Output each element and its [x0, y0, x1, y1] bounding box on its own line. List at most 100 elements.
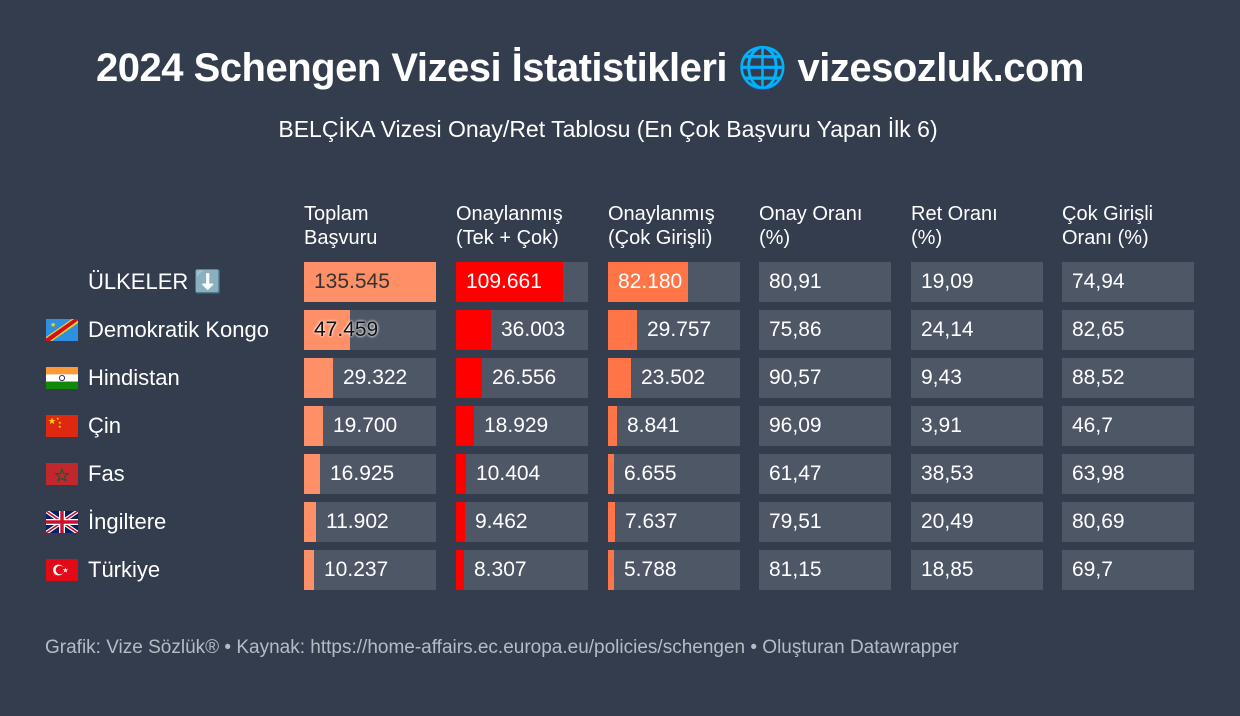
country-name: Türkiye: [88, 557, 161, 582]
table-cell: 75,86: [759, 310, 891, 350]
column-header-line: Toplam: [304, 203, 369, 225]
svg-text:★: ★: [58, 420, 62, 425]
table-cell: 9,43: [911, 358, 1043, 398]
svg-text:★: ★: [50, 321, 56, 329]
cell-value: 75,86: [769, 318, 822, 341]
cell-value: 23.502: [641, 366, 706, 389]
country-name: Çin: [88, 413, 122, 438]
cell-value: 8.307: [474, 558, 527, 581]
table-cell: 90,57: [759, 358, 891, 398]
value-bar: [608, 358, 631, 398]
value-bar: [456, 262, 563, 302]
value-bar: [304, 502, 316, 542]
cell-value: 135.545: [314, 270, 390, 293]
column-header: Onaylanmış (Çok Girişli): [608, 202, 715, 250]
footer-credits: Grafik: Vize Sözlük® • Kaynak: https://h…: [45, 637, 959, 658]
table-cell: 82.180: [608, 262, 740, 302]
cell-value: 3,91: [921, 414, 962, 437]
value-bar: [304, 310, 350, 350]
country-name: Fas: [88, 461, 125, 486]
cell-value: 18,85: [921, 558, 974, 581]
column-header: Çok Girişli Oranı (%): [1062, 202, 1153, 250]
cell-value: 20,49: [921, 510, 974, 533]
country-name: Hindistan: [88, 365, 180, 390]
chart-title: 2024 Schengen Vizesi İstatistikleri 🌐 vi…: [96, 46, 1084, 90]
column-header-line: (Tek + Çok): [456, 227, 559, 249]
svg-text:★: ★: [56, 416, 60, 421]
cell-value: 8.841: [627, 414, 680, 437]
value-bar: [456, 502, 465, 542]
dr-congo-flag-icon: ★: [46, 319, 78, 341]
value-bar: [456, 310, 491, 350]
table-cell: 19.700: [304, 406, 436, 446]
table-cell: 29.322: [304, 358, 436, 398]
table-cell: 81,15: [759, 550, 891, 590]
table-cell: 10.404: [456, 454, 588, 494]
table-cell: 80,91: [759, 262, 891, 302]
cell-value: 11.902: [326, 510, 389, 533]
value-bar: [608, 454, 614, 494]
cell-value: 47.459: [314, 318, 379, 341]
table-cell: 61,47: [759, 454, 891, 494]
row-label: Hindistan: [46, 358, 180, 398]
cell-value: 10.237: [324, 558, 389, 581]
cell-value: 26.556: [492, 366, 557, 389]
turkey-flag-icon: ★: [46, 559, 78, 581]
cell-value: 9.462: [475, 510, 528, 533]
column-header: Onay Oranı (%): [759, 202, 862, 250]
cell-value: 6.655: [624, 462, 677, 485]
table-cell: 109.661: [456, 262, 588, 302]
cell-value: 82,65: [1072, 318, 1125, 341]
cell-value: 36.003: [501, 318, 566, 341]
svg-text:★: ★: [58, 424, 62, 429]
svg-text:★: ★: [48, 416, 56, 426]
table-cell: 29.757: [608, 310, 740, 350]
cell-value: 80,91: [769, 270, 822, 293]
cell-value: 81,15: [769, 558, 822, 581]
column-header-line: Çok Girişli: [1062, 203, 1154, 225]
cell-value: 9,43: [921, 366, 962, 389]
table-cell: 11.902: [304, 502, 436, 542]
cell-value: 82.180: [618, 270, 683, 293]
table-cell: 10.237: [304, 550, 436, 590]
cell-value: 19,09: [921, 270, 974, 293]
cell-value: 46,7: [1072, 414, 1113, 437]
country-name: İngiltere: [88, 509, 167, 534]
value-bar: [608, 406, 617, 446]
value-bar: [608, 550, 614, 590]
value-bar: [456, 406, 474, 446]
column-header-line: Onay Oranı: [759, 203, 863, 225]
table-cell: 82,65: [1062, 310, 1194, 350]
cell-value: 19.700: [333, 414, 398, 437]
column-header: Ret Oranı (%): [911, 202, 998, 250]
cell-value: 79,51: [769, 510, 822, 533]
uk-flag-icon: [44, 509, 80, 535]
value-bar: [608, 262, 688, 302]
value-bar: [456, 550, 464, 590]
value-bar: [304, 406, 323, 446]
chart-subtitle: BELÇİKA Vizesi Onay/Ret Tablosu (En Çok …: [278, 116, 938, 142]
table-cell: 5.788: [608, 550, 740, 590]
table-cell: 20,49: [911, 502, 1043, 542]
column-header: Toplam Başvuru: [304, 202, 377, 250]
value-bar: [456, 358, 482, 398]
cell-value: 69,7: [1072, 558, 1113, 581]
column-header-line: Onaylanmış: [456, 203, 563, 225]
cell-value: 61,47: [769, 462, 822, 485]
table-cell: 8.307: [456, 550, 588, 590]
table-cell: 69,7: [1062, 550, 1194, 590]
value-bar: [304, 454, 320, 494]
cell-value: 63,98: [1072, 462, 1125, 485]
row-label: ★ ★ ★ ★ Çin: [46, 406, 121, 446]
table-cell: 74,94: [1062, 262, 1194, 302]
cell-value: 109.661: [466, 270, 542, 293]
cell-value: 90,57: [769, 366, 822, 389]
value-bar: [608, 502, 615, 542]
table-cell: 19,09: [911, 262, 1043, 302]
cell-value: 88,52: [1072, 366, 1125, 389]
column-header: Onaylanmış (Tek + Çok): [456, 202, 563, 250]
table-cell: 26.556: [456, 358, 588, 398]
row-label: İngiltere: [44, 502, 167, 542]
svg-text:★: ★: [62, 567, 68, 575]
column-header-line: (Çok Girişli): [608, 227, 713, 249]
